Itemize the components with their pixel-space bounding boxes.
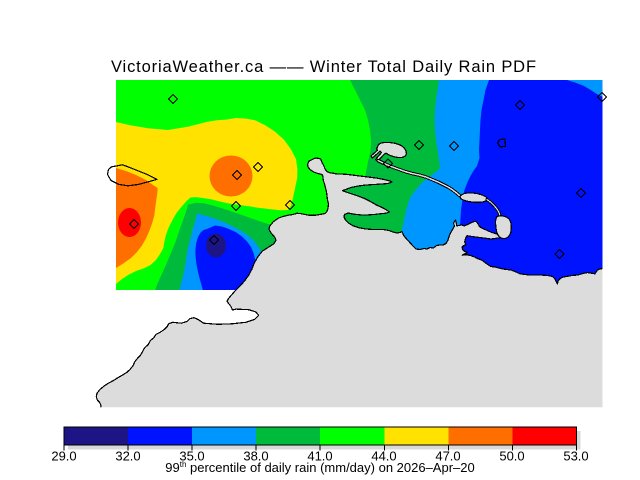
svg-text:38.0: 38.0 [243, 449, 268, 464]
svg-text:44.0: 44.0 [371, 449, 396, 464]
svg-text:50.0: 50.0 [499, 449, 524, 464]
svg-text:35.0: 35.0 [179, 449, 204, 464]
svg-text:29.0: 29.0 [51, 449, 76, 464]
svg-text:41.0: 41.0 [307, 449, 332, 464]
svg-text:99th percentile of daily rain: 99th percentile of daily rain (mm/day) o… [165, 460, 474, 475]
svg-text:32.0: 32.0 [115, 449, 140, 464]
svg-text:53.0: 53.0 [563, 449, 588, 464]
svg-text:47.0: 47.0 [435, 449, 460, 464]
svg-text:VictoriaWeather.ca —— Winter T: VictoriaWeather.ca —— Winter Total Daily… [111, 58, 537, 76]
